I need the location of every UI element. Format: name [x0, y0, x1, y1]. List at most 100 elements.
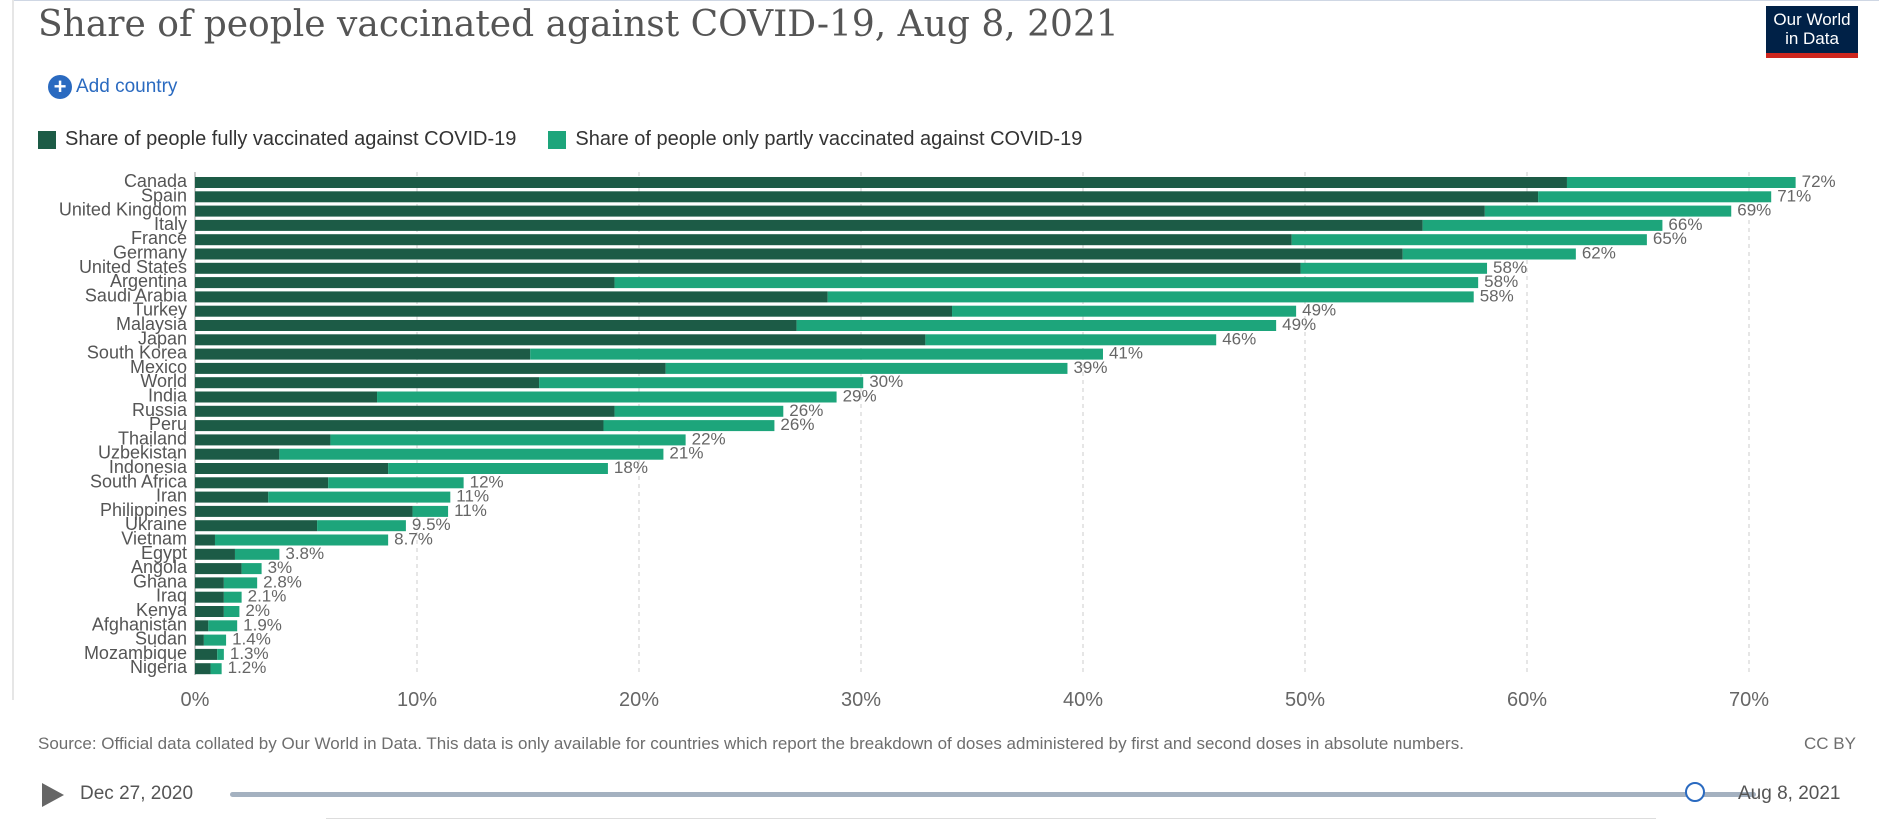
bar-partly-vaccinated[interactable] [208, 620, 238, 632]
bar-fully-vaccinated[interactable] [195, 648, 218, 660]
bar-fully-vaccinated[interactable] [195, 420, 604, 432]
bar-partly-vaccinated[interactable] [234, 548, 280, 560]
bar-partly-vaccinated[interactable] [1291, 234, 1647, 246]
bar-fully-vaccinated[interactable] [195, 520, 318, 532]
bar-partly-vaccinated[interactable] [1422, 219, 1663, 231]
category-label[interactable]: Japan [138, 328, 187, 348]
bar-partly-vaccinated[interactable] [603, 420, 775, 432]
category-label[interactable]: Nigeria [130, 657, 188, 677]
bar-fully-vaccinated[interactable] [195, 234, 1292, 246]
bar-fully-vaccinated[interactable] [195, 591, 224, 603]
category-label[interactable]: Ukraine [125, 514, 187, 534]
bar-partly-vaccinated[interactable] [952, 305, 1297, 317]
bar-fully-vaccinated[interactable] [195, 505, 413, 517]
category-label[interactable]: India [148, 386, 188, 406]
category-label[interactable]: Thailand [118, 428, 187, 448]
bar-fully-vaccinated[interactable] [195, 334, 926, 346]
bar-partly-vaccinated[interactable] [925, 334, 1217, 346]
bar-fully-vaccinated[interactable] [195, 291, 828, 303]
category-label[interactable]: Egypt [141, 543, 187, 563]
category-label[interactable]: Philippines [100, 500, 187, 520]
bar-fully-vaccinated[interactable] [195, 205, 1485, 217]
bar-fully-vaccinated[interactable] [195, 448, 280, 460]
bar-partly-vaccinated[interactable] [217, 648, 224, 660]
bar-fully-vaccinated[interactable] [195, 177, 1567, 188]
owid-logo[interactable]: Our World in Data [1766, 6, 1858, 58]
bar-fully-vaccinated[interactable] [195, 548, 235, 560]
category-label[interactable]: World [140, 371, 187, 391]
bar-fully-vaccinated[interactable] [195, 348, 531, 360]
bar-partly-vaccinated[interactable] [203, 634, 227, 646]
category-label[interactable]: Indonesia [109, 457, 188, 477]
bar-partly-vaccinated[interactable] [796, 320, 1277, 331]
bar-partly-vaccinated[interactable] [330, 434, 686, 446]
bar-fully-vaccinated[interactable] [195, 362, 666, 374]
category-label[interactable]: Saudi Arabia [85, 285, 188, 305]
bar-fully-vaccinated[interactable] [195, 377, 540, 389]
bar-fully-vaccinated[interactable] [195, 634, 204, 646]
bar-fully-vaccinated[interactable] [195, 391, 378, 403]
bar-fully-vaccinated[interactable] [195, 620, 209, 632]
bar-fully-vaccinated[interactable] [195, 277, 615, 289]
category-label[interactable]: Russia [132, 400, 188, 420]
bar-fully-vaccinated[interactable] [195, 563, 242, 575]
bar-partly-vaccinated[interactable] [388, 463, 608, 474]
bar-partly-vaccinated[interactable] [1566, 177, 1796, 188]
bar-partly-vaccinated[interactable] [317, 520, 406, 532]
category-label[interactable]: Afghanistan [92, 614, 187, 634]
bar-partly-vaccinated[interactable] [1300, 262, 1488, 274]
category-label[interactable]: United Kingdom [59, 200, 187, 220]
category-label[interactable]: Argentina [110, 271, 188, 291]
category-label[interactable]: United States [79, 257, 187, 277]
bar-fully-vaccinated[interactable] [195, 491, 269, 503]
timeline-track[interactable] [230, 792, 1756, 797]
bar-partly-vaccinated[interactable] [377, 391, 837, 403]
category-label[interactable]: Sudan [135, 629, 187, 649]
play-icon[interactable] [42, 783, 64, 807]
bar-partly-vaccinated[interactable] [1538, 191, 1772, 203]
category-label[interactable]: Mozambique [84, 643, 187, 663]
bar-partly-vaccinated[interactable] [279, 448, 664, 460]
category-label[interactable]: Turkey [133, 300, 187, 320]
license-link[interactable]: CC BY [1804, 734, 1856, 753]
category-label[interactable]: Ghana [133, 571, 188, 591]
bar-fully-vaccinated[interactable] [195, 463, 389, 474]
legend-item-fully[interactable]: Share of people fully vaccinated against… [38, 128, 516, 151]
bar-partly-vaccinated[interactable] [530, 348, 1103, 360]
category-label[interactable]: Peru [149, 414, 187, 434]
category-label[interactable]: Iraq [156, 586, 187, 606]
bar-partly-vaccinated[interactable] [827, 291, 1474, 303]
timeline-start-date[interactable]: Dec 27, 2020 [80, 783, 194, 804]
bar-fully-vaccinated[interactable] [195, 320, 797, 331]
bar-partly-vaccinated[interactable] [328, 477, 464, 489]
category-label[interactable]: Kenya [136, 600, 188, 620]
bar-fully-vaccinated[interactable] [195, 191, 1539, 203]
bar-partly-vaccinated[interactable] [1484, 205, 1732, 217]
bar-fully-vaccinated[interactable] [195, 477, 329, 489]
bar-partly-vaccinated[interactable] [223, 606, 240, 617]
bar-fully-vaccinated[interactable] [195, 663, 211, 675]
bar-fully-vaccinated[interactable] [195, 434, 331, 446]
bar-fully-vaccinated[interactable] [195, 405, 615, 417]
category-label[interactable]: France [131, 228, 187, 248]
category-label[interactable]: Spain [141, 185, 187, 205]
bar-partly-vaccinated[interactable] [241, 563, 262, 575]
bar-partly-vaccinated[interactable] [665, 362, 1068, 374]
bar-fully-vaccinated[interactable] [195, 606, 224, 617]
bar-partly-vaccinated[interactable] [614, 277, 1479, 289]
category-label[interactable]: South Africa [90, 471, 188, 491]
bar-partly-vaccinated[interactable] [614, 405, 784, 417]
category-label[interactable]: Canada [124, 171, 188, 191]
category-label[interactable]: Malaysia [116, 314, 188, 334]
bar-fully-vaccinated[interactable] [195, 305, 953, 317]
bar-fully-vaccinated[interactable] [195, 262, 1301, 274]
bar-partly-vaccinated[interactable] [412, 505, 449, 517]
bar-partly-vaccinated[interactable] [268, 491, 451, 503]
bar-partly-vaccinated[interactable] [210, 663, 222, 675]
bar-fully-vaccinated[interactable] [195, 577, 224, 589]
bar-partly-vaccinated[interactable] [223, 591, 242, 603]
category-label[interactable]: Vietnam [121, 529, 187, 549]
timeline-end-date[interactable]: Aug 8, 2021 [1738, 783, 1841, 804]
bar-partly-vaccinated[interactable] [539, 377, 864, 389]
bar-partly-vaccinated[interactable] [214, 534, 389, 546]
